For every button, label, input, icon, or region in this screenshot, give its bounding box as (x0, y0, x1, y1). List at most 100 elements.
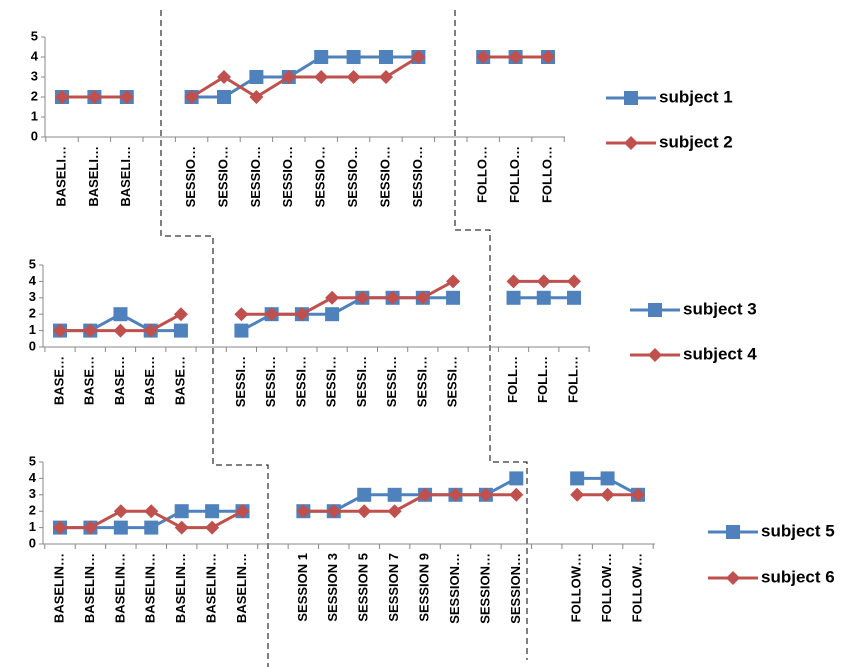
x-tick-label: FOLLO… (475, 146, 490, 203)
y-tick-label: 3 (31, 68, 38, 83)
marker (205, 520, 220, 535)
legend-marker (648, 303, 662, 317)
y-tick-label: 3 (29, 486, 36, 501)
phase-dividers (160, 10, 528, 667)
marker (314, 70, 329, 84)
marker (448, 487, 463, 502)
x-tick-label: SESSION 9 (416, 553, 431, 622)
marker (143, 323, 158, 338)
x-tick-label: BASE… (112, 356, 127, 405)
legend-label: subject 4 (683, 344, 757, 363)
marker (536, 290, 551, 305)
x-tick-label: SESSION 5 (356, 553, 371, 622)
series-line (62, 55, 548, 99)
x-tick-label: SESSIO… (345, 146, 360, 207)
legend-marker (726, 571, 740, 585)
marker (205, 504, 220, 519)
x-tick-label: SESSIO… (280, 146, 295, 207)
x-tick-label: SESSI… (263, 356, 278, 407)
x-tick-label: BASE… (142, 356, 157, 405)
marker (387, 487, 402, 502)
x-tick-label: SESSIO… (377, 146, 392, 207)
x-tick-label: SESSION 7 (386, 553, 401, 622)
x-tick-label: SESSI… (324, 356, 339, 407)
marker (217, 70, 231, 84)
x-tick-label: BASE… (51, 356, 66, 405)
marker (346, 70, 361, 84)
y-tick-label: 0 (31, 128, 38, 143)
x-tick-label: FOLLOW… (569, 553, 584, 622)
x-tick-label: SESSIO… (183, 146, 198, 207)
y-tick-label: 4 (29, 470, 37, 485)
x-tick-label: BASELIN… (234, 553, 249, 623)
y-tick-label: 2 (29, 306, 36, 321)
marker (541, 50, 555, 64)
x-tick-label: SESSI… (444, 356, 459, 407)
x-tick-label: SESSIO… (410, 146, 425, 207)
x-tick-label: SESSI… (384, 356, 399, 407)
marker (83, 323, 98, 338)
marker (476, 50, 491, 64)
marker (264, 307, 279, 322)
y-tick-label: 0 (29, 338, 36, 353)
x-tick-label: BASELIN… (204, 553, 219, 623)
marker (418, 487, 433, 502)
y-tick-label: 5 (29, 256, 36, 271)
x-tick-label: SESSION 1 (295, 553, 310, 622)
marker (506, 274, 521, 289)
x-tick-label: BASELIN… (173, 553, 188, 623)
legend-label: subject 5 (761, 521, 835, 540)
x-tick-label: SESSION… (508, 553, 523, 624)
marker (570, 487, 585, 502)
x-tick-label: SESSI… (414, 356, 429, 407)
marker (509, 487, 524, 502)
series-line (60, 476, 639, 530)
legend-marker (648, 348, 662, 362)
legend-label: subject 2 (659, 132, 733, 151)
marker (144, 520, 159, 535)
marker (217, 90, 231, 104)
legend-label: subject 6 (761, 567, 835, 586)
marker (357, 504, 372, 519)
marker (631, 487, 645, 502)
marker (83, 520, 98, 535)
marker (325, 307, 340, 322)
marker (173, 323, 188, 338)
marker (600, 487, 615, 502)
x-tick-label: FOLL… (565, 356, 580, 403)
y-tick-label: 3 (29, 289, 36, 304)
marker (478, 487, 493, 502)
y-tick-label: 0 (29, 535, 36, 550)
x-tick-label: SESSIO… (215, 146, 230, 207)
x-tick-label: BASELIN… (82, 553, 97, 623)
marker (355, 290, 370, 305)
marker (446, 274, 461, 289)
marker (296, 504, 311, 519)
x-tick-label: BASELIN… (143, 553, 158, 623)
marker (387, 504, 402, 519)
marker (415, 290, 430, 305)
y-tick-label: 1 (29, 322, 36, 337)
marker (509, 471, 524, 486)
x-tick-label: FOLLOW… (599, 553, 614, 622)
x-tick-label: SESSION 3 (325, 553, 340, 622)
x-tick-label: SESSI… (293, 356, 308, 407)
x-tick-label: SESSIO… (313, 146, 328, 207)
marker (174, 504, 189, 519)
marker (235, 504, 250, 519)
x-tick-label: SESSIO… (248, 146, 263, 207)
marker (281, 70, 296, 84)
marker (53, 520, 67, 535)
marker (508, 50, 523, 64)
marker (536, 274, 551, 289)
legend-marker (624, 91, 638, 105)
marker (173, 307, 188, 322)
marker (411, 50, 426, 64)
marker (144, 504, 159, 519)
x-tick-label: BASE… (172, 356, 187, 405)
marker (567, 274, 581, 289)
legend-label: subject 3 (683, 299, 757, 318)
x-tick-label: BASELI… (53, 146, 68, 207)
marker (249, 90, 264, 104)
